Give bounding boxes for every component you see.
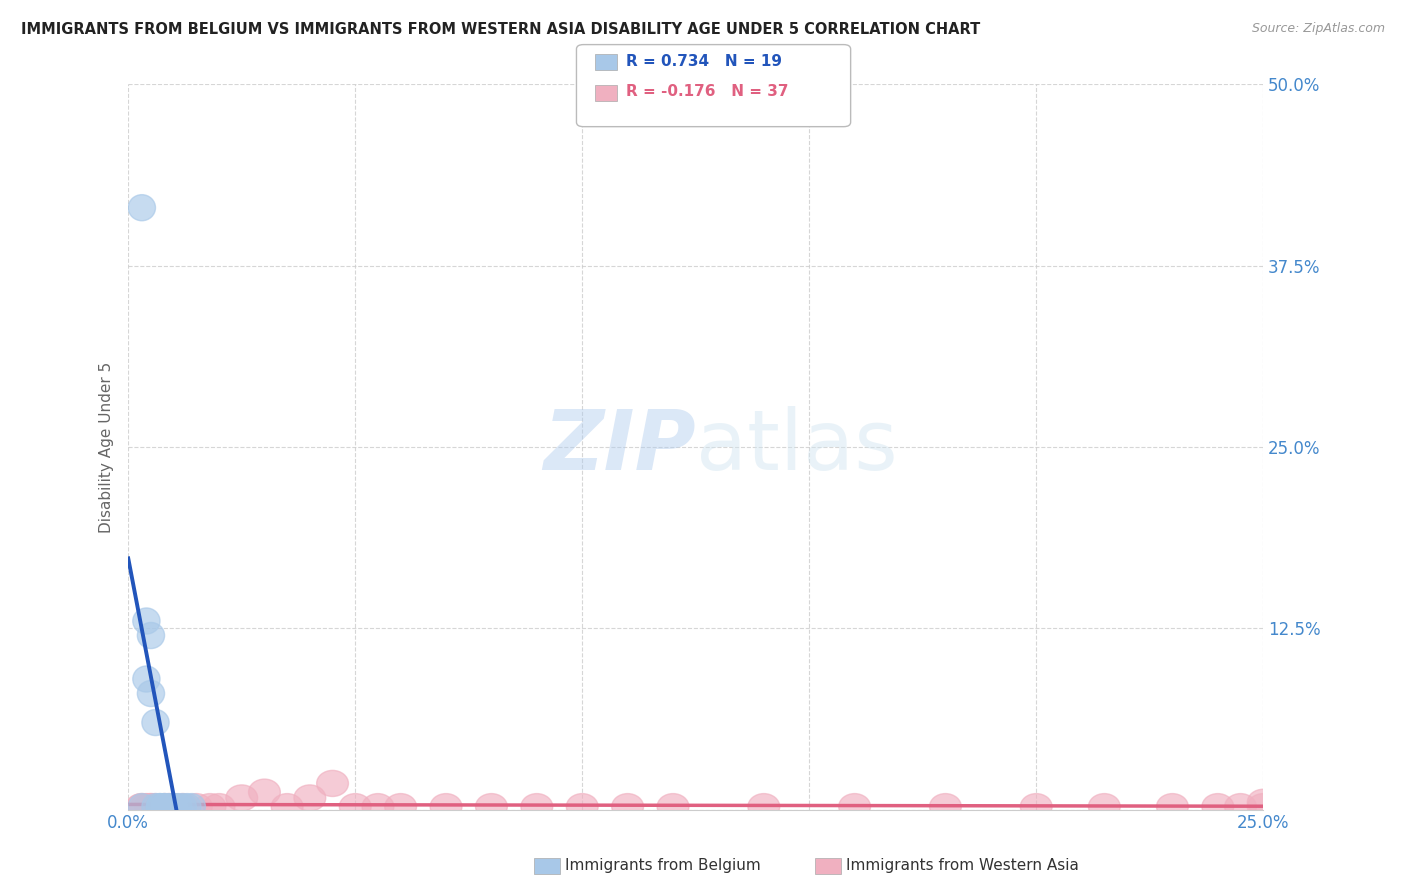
Ellipse shape (146, 794, 174, 820)
Text: ZIP: ZIP (543, 407, 696, 488)
Ellipse shape (146, 794, 174, 820)
Ellipse shape (1157, 794, 1188, 820)
Ellipse shape (128, 194, 156, 220)
Text: Source: ZipAtlas.com: Source: ZipAtlas.com (1251, 22, 1385, 36)
Ellipse shape (160, 794, 187, 820)
Ellipse shape (142, 709, 169, 736)
Ellipse shape (271, 794, 304, 820)
Ellipse shape (160, 794, 187, 820)
Ellipse shape (153, 794, 186, 820)
Ellipse shape (138, 681, 165, 706)
Ellipse shape (150, 794, 179, 820)
Ellipse shape (169, 794, 197, 820)
Text: atlas: atlas (696, 407, 897, 488)
Ellipse shape (131, 794, 162, 820)
Ellipse shape (142, 794, 169, 820)
Ellipse shape (385, 794, 416, 820)
Ellipse shape (194, 794, 226, 820)
Ellipse shape (157, 794, 190, 820)
Ellipse shape (1225, 794, 1257, 820)
Text: R = -0.176   N = 37: R = -0.176 N = 37 (626, 85, 789, 99)
Ellipse shape (294, 785, 326, 811)
Ellipse shape (135, 794, 167, 820)
Ellipse shape (339, 794, 371, 820)
Ellipse shape (174, 794, 201, 820)
Ellipse shape (612, 794, 644, 820)
Ellipse shape (249, 779, 280, 805)
Ellipse shape (150, 794, 179, 820)
Ellipse shape (135, 794, 167, 820)
Ellipse shape (1202, 794, 1233, 820)
Ellipse shape (128, 794, 156, 820)
Ellipse shape (1021, 794, 1052, 820)
Text: Immigrants from Belgium: Immigrants from Belgium (565, 858, 761, 872)
Ellipse shape (929, 794, 962, 820)
Ellipse shape (202, 794, 235, 820)
Ellipse shape (132, 608, 160, 634)
Ellipse shape (165, 794, 191, 820)
Ellipse shape (179, 794, 205, 820)
Ellipse shape (167, 794, 198, 820)
Ellipse shape (1247, 794, 1279, 820)
Y-axis label: Disability Age Under 5: Disability Age Under 5 (100, 361, 114, 533)
Ellipse shape (139, 794, 172, 820)
Text: Immigrants from Western Asia: Immigrants from Western Asia (846, 858, 1080, 872)
Ellipse shape (748, 794, 780, 820)
Ellipse shape (180, 794, 212, 820)
Ellipse shape (430, 794, 463, 820)
Ellipse shape (657, 794, 689, 820)
Ellipse shape (156, 794, 183, 820)
Ellipse shape (839, 794, 870, 820)
Ellipse shape (1247, 789, 1279, 815)
Ellipse shape (363, 794, 394, 820)
Ellipse shape (226, 785, 257, 811)
Ellipse shape (522, 794, 553, 820)
Ellipse shape (138, 623, 165, 648)
Ellipse shape (567, 794, 598, 820)
Ellipse shape (316, 771, 349, 797)
Ellipse shape (475, 794, 508, 820)
Ellipse shape (1088, 794, 1121, 820)
Text: R = 0.734   N = 19: R = 0.734 N = 19 (626, 54, 782, 69)
Ellipse shape (127, 794, 157, 820)
Text: IMMIGRANTS FROM BELGIUM VS IMMIGRANTS FROM WESTERN ASIA DISABILITY AGE UNDER 5 C: IMMIGRANTS FROM BELGIUM VS IMMIGRANTS FR… (21, 22, 980, 37)
Ellipse shape (127, 794, 157, 820)
Ellipse shape (132, 666, 160, 692)
Ellipse shape (149, 794, 180, 820)
